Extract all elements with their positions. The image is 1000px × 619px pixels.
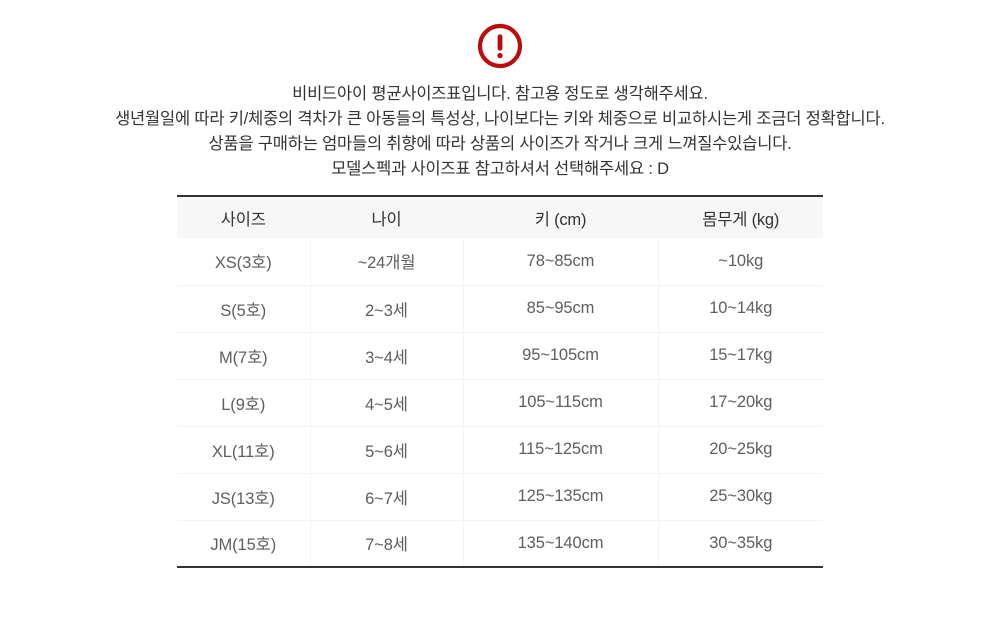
cell-size: JS(13호) bbox=[177, 472, 311, 520]
cell-size: XL(11호) bbox=[177, 425, 311, 473]
table-header-row: 사이즈 나이 키 (cm) 몸무게 (kg) bbox=[177, 196, 823, 238]
intro-line-4: 모델스펙과 사이즈표 참고하셔서 선택해주세요 : D bbox=[331, 160, 669, 178]
cell-age: 4~5세 bbox=[310, 378, 464, 426]
cell-age: 3~4세 bbox=[310, 331, 464, 379]
column-header-age: 나이 bbox=[310, 196, 464, 238]
cell-size: M(7호) bbox=[177, 331, 311, 379]
table-row: XL(11호) 5~6세 115~125cm 20~25kg bbox=[177, 425, 823, 473]
table-row: JS(13호) 6~7세 125~135cm 25~30kg bbox=[177, 472, 823, 520]
cell-height: 78~85cm bbox=[463, 238, 659, 285]
cell-size: XS(3호) bbox=[177, 238, 311, 285]
table-row: S(5호) 2~3세 85~95cm 10~14kg bbox=[177, 284, 823, 332]
cell-height: 105~115cm bbox=[463, 378, 659, 426]
cell-age: ~24개월 bbox=[310, 238, 464, 285]
cell-weight: 15~17kg bbox=[658, 331, 823, 379]
cell-age: 2~3세 bbox=[310, 284, 464, 332]
intro-line-3: 상품을 구매하는 엄마들의 취향에 따라 상품의 사이즈가 작거나 크게 느껴질… bbox=[208, 135, 792, 153]
column-header-weight: 몸무게 (kg) bbox=[658, 196, 823, 238]
cell-size: L(9호) bbox=[177, 378, 311, 426]
cell-height: 85~95cm bbox=[463, 284, 659, 332]
size-table-body: XS(3호) ~24개월 78~85cm ~10kg S(5호) 2~3세 85… bbox=[177, 238, 823, 567]
cell-age: 6~7세 bbox=[310, 472, 464, 520]
exclamation-circle-icon bbox=[476, 22, 524, 70]
intro-line-2: 생년월일에 따라 키/체중의 격차가 큰 아동들의 특성상, 나이보다는 키와 … bbox=[115, 110, 885, 128]
table-row: M(7호) 3~4세 95~105cm 15~17kg bbox=[177, 331, 823, 379]
warning-icon-container bbox=[0, 22, 1000, 70]
column-header-height: 키 (cm) bbox=[463, 196, 659, 238]
cell-height: 95~105cm bbox=[463, 331, 659, 379]
cell-weight: 10~14kg bbox=[658, 284, 823, 332]
cell-age: 5~6세 bbox=[310, 425, 464, 473]
column-header-size: 사이즈 bbox=[177, 196, 311, 238]
cell-size: S(5호) bbox=[177, 284, 311, 332]
size-table: 사이즈 나이 키 (cm) 몸무게 (kg) XS(3호) ~24개월 78~8… bbox=[177, 195, 823, 568]
size-table-head: 사이즈 나이 키 (cm) 몸무게 (kg) bbox=[177, 196, 823, 238]
table-row: L(9호) 4~5세 105~115cm 17~20kg bbox=[177, 378, 823, 426]
cell-height: 135~140cm bbox=[463, 519, 659, 567]
table-row: JM(15호) 7~8세 135~140cm 30~35kg bbox=[177, 519, 823, 567]
cell-height: 115~125cm bbox=[463, 425, 659, 473]
intro-text-block: 비비드아이 평균사이즈표입니다. 참고용 정도로 생각해주세요. 생년월일에 따… bbox=[0, 82, 1000, 182]
table-row: XS(3호) ~24개월 78~85cm ~10kg bbox=[177, 238, 823, 285]
cell-age: 7~8세 bbox=[310, 519, 464, 567]
cell-height: 125~135cm bbox=[463, 472, 659, 520]
cell-weight: 17~20kg bbox=[658, 378, 823, 426]
size-table-container: 사이즈 나이 키 (cm) 몸무게 (kg) XS(3호) ~24개월 78~8… bbox=[177, 195, 823, 568]
cell-size: JM(15호) bbox=[177, 519, 311, 567]
intro-line-1: 비비드아이 평균사이즈표입니다. 참고용 정도로 생각해주세요. bbox=[292, 85, 708, 103]
cell-weight: ~10kg bbox=[718, 251, 764, 270]
cell-weight: 20~25kg bbox=[658, 425, 823, 473]
cell-weight: 25~30kg bbox=[658, 472, 823, 520]
cell-weight: 30~35kg bbox=[658, 519, 823, 567]
